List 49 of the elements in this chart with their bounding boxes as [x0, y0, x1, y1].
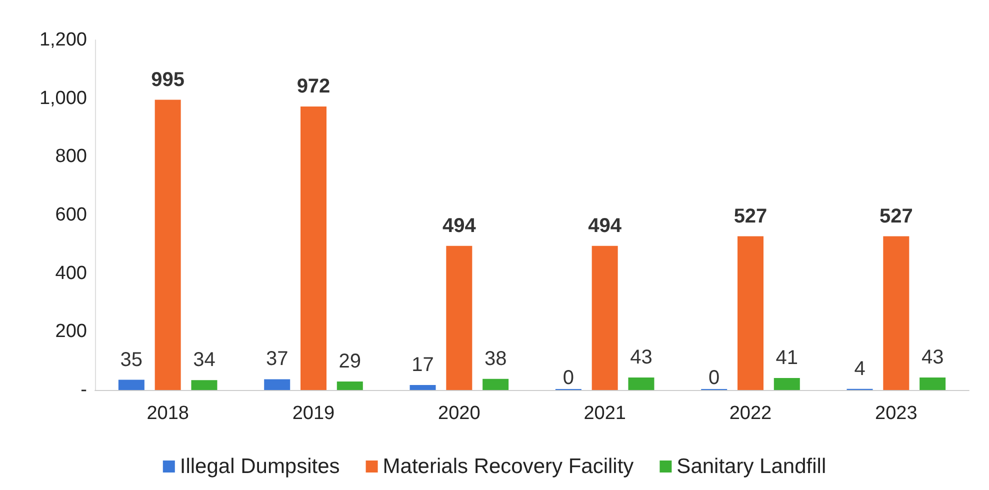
- bar: [482, 378, 509, 390]
- y-tick-label: -: [80, 380, 87, 400]
- bar: [410, 385, 436, 390]
- x-tick-label: 2018: [146, 403, 189, 424]
- y-tick-label: 800: [55, 146, 87, 168]
- y-tick-label: 600: [55, 204, 87, 226]
- data-label: 0: [562, 367, 574, 389]
- y-tick-label: 400: [55, 262, 87, 284]
- bar: [738, 236, 764, 390]
- bar: [300, 106, 326, 390]
- legend-label: Sanitary Landfill: [676, 455, 826, 478]
- x-tick-label: 2021: [584, 403, 626, 424]
- data-label: 17: [412, 354, 434, 376]
- data-label: 494: [588, 214, 622, 237]
- data-label: 43: [921, 346, 944, 368]
- bar: [628, 377, 654, 390]
- bar: [118, 380, 144, 390]
- data-label: 41: [776, 347, 798, 370]
- x-tick-label: 2023: [875, 403, 918, 424]
- bar: [191, 380, 218, 390]
- x-tick-label: 2022: [729, 403, 772, 424]
- bar: [920, 377, 946, 390]
- legend-label: Materials Recovery Facility: [382, 455, 634, 478]
- y-tick-label: 1,200: [39, 30, 87, 50]
- x-tick-label: 2020: [438, 403, 480, 424]
- data-label: 34: [193, 349, 216, 372]
- bar: [592, 246, 618, 390]
- data-label: 43: [630, 346, 652, 368]
- y-tick-label: 1,000: [39, 88, 87, 109]
- data-label: 527: [734, 205, 768, 228]
- bar: [774, 378, 800, 390]
- y-tick-label: 200: [55, 321, 87, 342]
- data-label: 29: [338, 350, 362, 373]
- bar: [336, 382, 363, 390]
- x-tick-label: 2019: [292, 403, 335, 424]
- bar: [264, 379, 290, 390]
- data-label: 35: [120, 348, 143, 371]
- data-label: 38: [484, 348, 507, 370]
- bar: [446, 246, 472, 390]
- data-label: 4: [854, 358, 866, 380]
- bar: [883, 236, 910, 390]
- data-label: 494: [442, 214, 477, 237]
- data-label: 37: [266, 348, 288, 370]
- bar: [154, 100, 181, 390]
- legend-label: Illegal Dumpsites: [180, 455, 340, 478]
- data-label: 527: [879, 205, 913, 228]
- data-label: 0: [708, 367, 720, 389]
- data-label: 995: [151, 68, 185, 91]
- data-label: 972: [296, 76, 330, 98]
